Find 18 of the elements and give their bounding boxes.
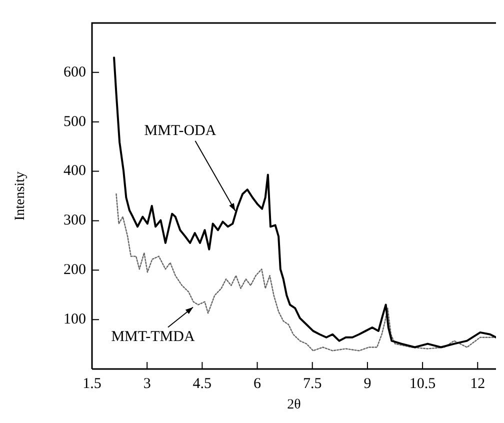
y-axis-title: Intensity	[13, 172, 28, 220]
x-tick-label: 7.5	[302, 376, 322, 392]
x-axis-title: 2θ	[287, 397, 302, 412]
x-tick-label: 12	[470, 376, 486, 392]
x-tick-label: 10.5	[409, 376, 436, 392]
y-tick-label: 600	[64, 64, 86, 80]
y-tick-label: 200	[64, 262, 86, 278]
y-tick-label: 500	[64, 114, 86, 130]
x-tick-label: 6	[254, 376, 262, 392]
x-tick-label: 9	[364, 376, 372, 392]
annotation: MMT-TMDA	[111, 329, 195, 346]
x-tick-label: 3	[143, 376, 151, 392]
annotation: MMT-ODA	[144, 122, 216, 139]
y-tick-label: 100	[64, 312, 86, 328]
y-tick-label: 300	[64, 212, 86, 229]
y-tick-label: 400	[64, 163, 86, 180]
x-tick-label: 1.5	[82, 376, 102, 392]
x-tick-label: 4.5	[192, 376, 212, 392]
